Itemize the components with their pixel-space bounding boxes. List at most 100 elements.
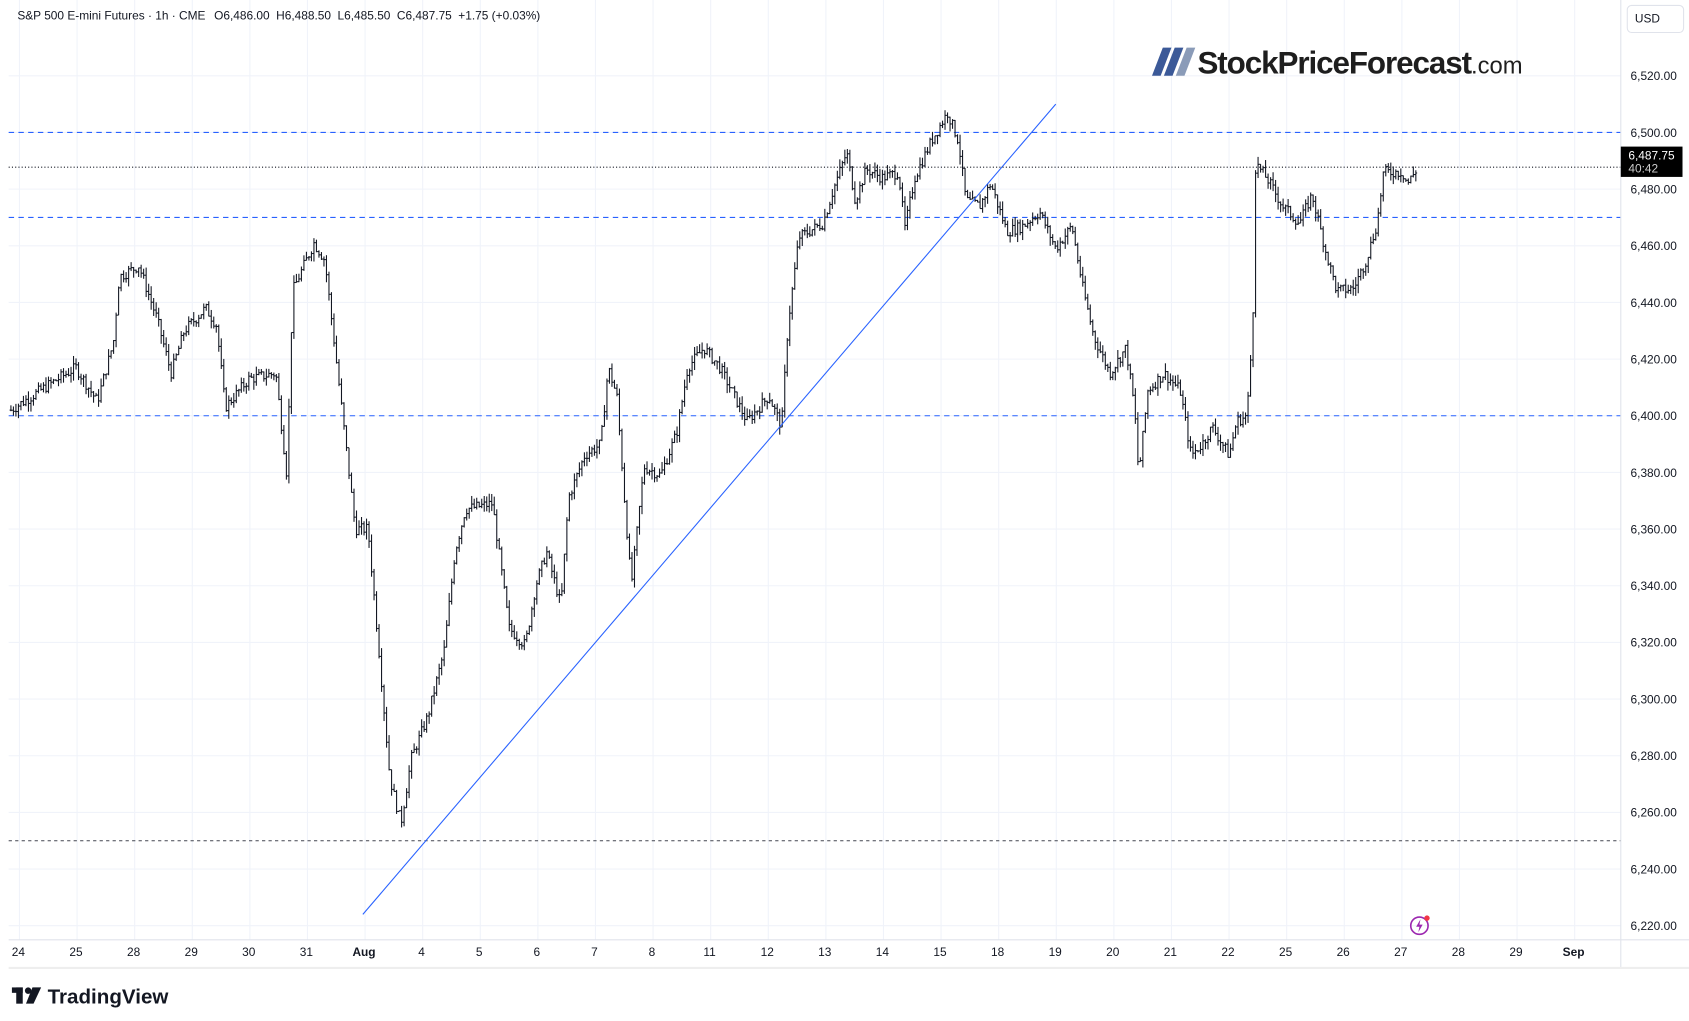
ohlc-bar	[377, 624, 381, 659]
ohlc-bar	[816, 223, 819, 228]
ohlc-bar	[400, 805, 403, 828]
ohlc-bar	[653, 467, 656, 483]
ohlc-bar	[392, 783, 396, 792]
ohlc-bar	[107, 349, 110, 376]
ohlc-bar	[841, 160, 844, 176]
ohlc-bar	[785, 337, 789, 377]
ohlc-bars	[9, 110, 1418, 828]
ohlc-bar	[235, 384, 238, 404]
ohlc-bar	[209, 309, 213, 329]
time-axis[interactable]: 24 25 28 29 30 31 Aug 4 5 6 7 8 11 12 13 14 15 18 19 20 21 22…	[12, 945, 1585, 959]
currency-button[interactable]: USD	[1626, 4, 1685, 34]
ohlc-bar	[698, 344, 701, 354]
ohlc-bar	[896, 172, 899, 180]
ohlc-bar	[1356, 268, 1360, 294]
ohlc-bar	[1063, 228, 1067, 249]
ohlc-bar	[457, 536, 461, 552]
ohlc-bar	[412, 743, 416, 754]
ohlc-bar	[287, 398, 291, 484]
trendline[interactable]	[362, 103, 1057, 915]
ohlc-bar	[497, 538, 501, 550]
ohlc-bar	[437, 663, 441, 685]
horizontal-levels	[8, 131, 1621, 842]
ohlc-bar	[370, 534, 373, 577]
ohlc-bar	[322, 256, 326, 267]
y-tick-label: 6,320.00	[1631, 636, 1678, 650]
ohlc-bar	[921, 157, 924, 169]
symbol-title[interactable]: S&P 500 E-mini Futures · 1h · CME	[17, 8, 205, 22]
ohlc-bar	[881, 169, 884, 190]
ohlc-bar	[888, 168, 892, 179]
ohlc-bar	[305, 251, 308, 261]
ohlc-bar	[1344, 278, 1348, 299]
ohlc-bar	[813, 219, 817, 236]
ohlc-bar	[540, 560, 544, 578]
x-tick-label: 11	[703, 945, 716, 959]
ohlc-bar	[380, 648, 383, 692]
ohlc-bar	[62, 368, 65, 383]
price-axis[interactable]: 6,220.00 6,240.00 6,260.00 6,280.00 6,300.00…	[1631, 69, 1678, 933]
ohlc-bar	[477, 501, 481, 508]
ohlc-bar	[512, 625, 516, 640]
ohlc-bar	[720, 363, 724, 379]
ohlc-close: C6,487.75	[397, 8, 452, 22]
ohlc-bar	[758, 406, 762, 420]
ohlc-bar	[578, 462, 581, 478]
ohlc-bar	[618, 388, 621, 436]
ohlc-bar	[1141, 430, 1145, 468]
ohlc-bar	[1384, 164, 1388, 177]
ohlc-bar	[525, 630, 529, 643]
ohlc-bar	[1196, 450, 1200, 453]
ohlc-bar	[59, 369, 63, 384]
ohlc-bar	[450, 578, 453, 605]
ohlc-bar	[1314, 196, 1317, 222]
x-tick-label: 7	[591, 945, 598, 959]
ohlc-bar	[462, 517, 466, 528]
ohlc-bar	[347, 447, 351, 480]
ohlc-bar	[520, 641, 524, 650]
ohlc-bar	[214, 324, 218, 333]
ohlc-bar	[1371, 233, 1375, 245]
ohlc-bar	[134, 269, 138, 274]
lightning-events-icon[interactable]	[1409, 915, 1430, 936]
ohlc-bar	[505, 585, 509, 609]
ohlc-bar	[335, 335, 338, 364]
ohlc-bar	[1412, 166, 1415, 178]
ohlc-bar	[655, 474, 659, 482]
tradingview-logo[interactable]: TradingView	[11, 986, 170, 1009]
y-tick-label: 6,220.00	[1631, 919, 1678, 933]
ohlc-bar	[362, 521, 366, 536]
x-tick-label: 5	[476, 945, 483, 959]
ohlc-bar	[585, 451, 589, 467]
tradingview-wordmark: TradingView	[48, 986, 170, 1009]
ohlc-bar	[988, 183, 992, 191]
ohlc-bar	[290, 331, 293, 415]
ohlc-bar	[941, 120, 944, 129]
ohlc-bar	[1081, 266, 1085, 287]
ohlc-bar	[69, 366, 73, 383]
ohlc-bar	[538, 568, 541, 585]
ohlc-bar	[735, 391, 739, 408]
ohlc-bar	[37, 382, 40, 394]
ohlc-bar	[565, 517, 569, 562]
ohlc-bar	[197, 314, 201, 328]
ohlc-bar	[1071, 225, 1075, 235]
ohlc-bar	[1361, 268, 1365, 279]
ohlc-bar	[790, 286, 794, 320]
ohlc-bar	[1281, 198, 1285, 212]
ohlc-bar	[1126, 339, 1130, 371]
ohlc-bar	[1016, 219, 1019, 243]
x-tick-label: 6	[533, 945, 540, 959]
ohlc-bar	[502, 569, 506, 589]
ohlc-bar	[182, 332, 186, 342]
ohlc-bar	[953, 119, 957, 138]
ohlc-bar	[981, 198, 984, 213]
ohlc-bar	[1321, 226, 1325, 253]
y-tick-label: 6,340.00	[1631, 579, 1678, 593]
ohlc-bar	[442, 640, 446, 667]
x-tick-label: 25	[69, 945, 83, 959]
ohlc-bar	[595, 439, 599, 459]
ohlc-bar	[568, 492, 571, 522]
ohlc-bar	[688, 368, 691, 383]
